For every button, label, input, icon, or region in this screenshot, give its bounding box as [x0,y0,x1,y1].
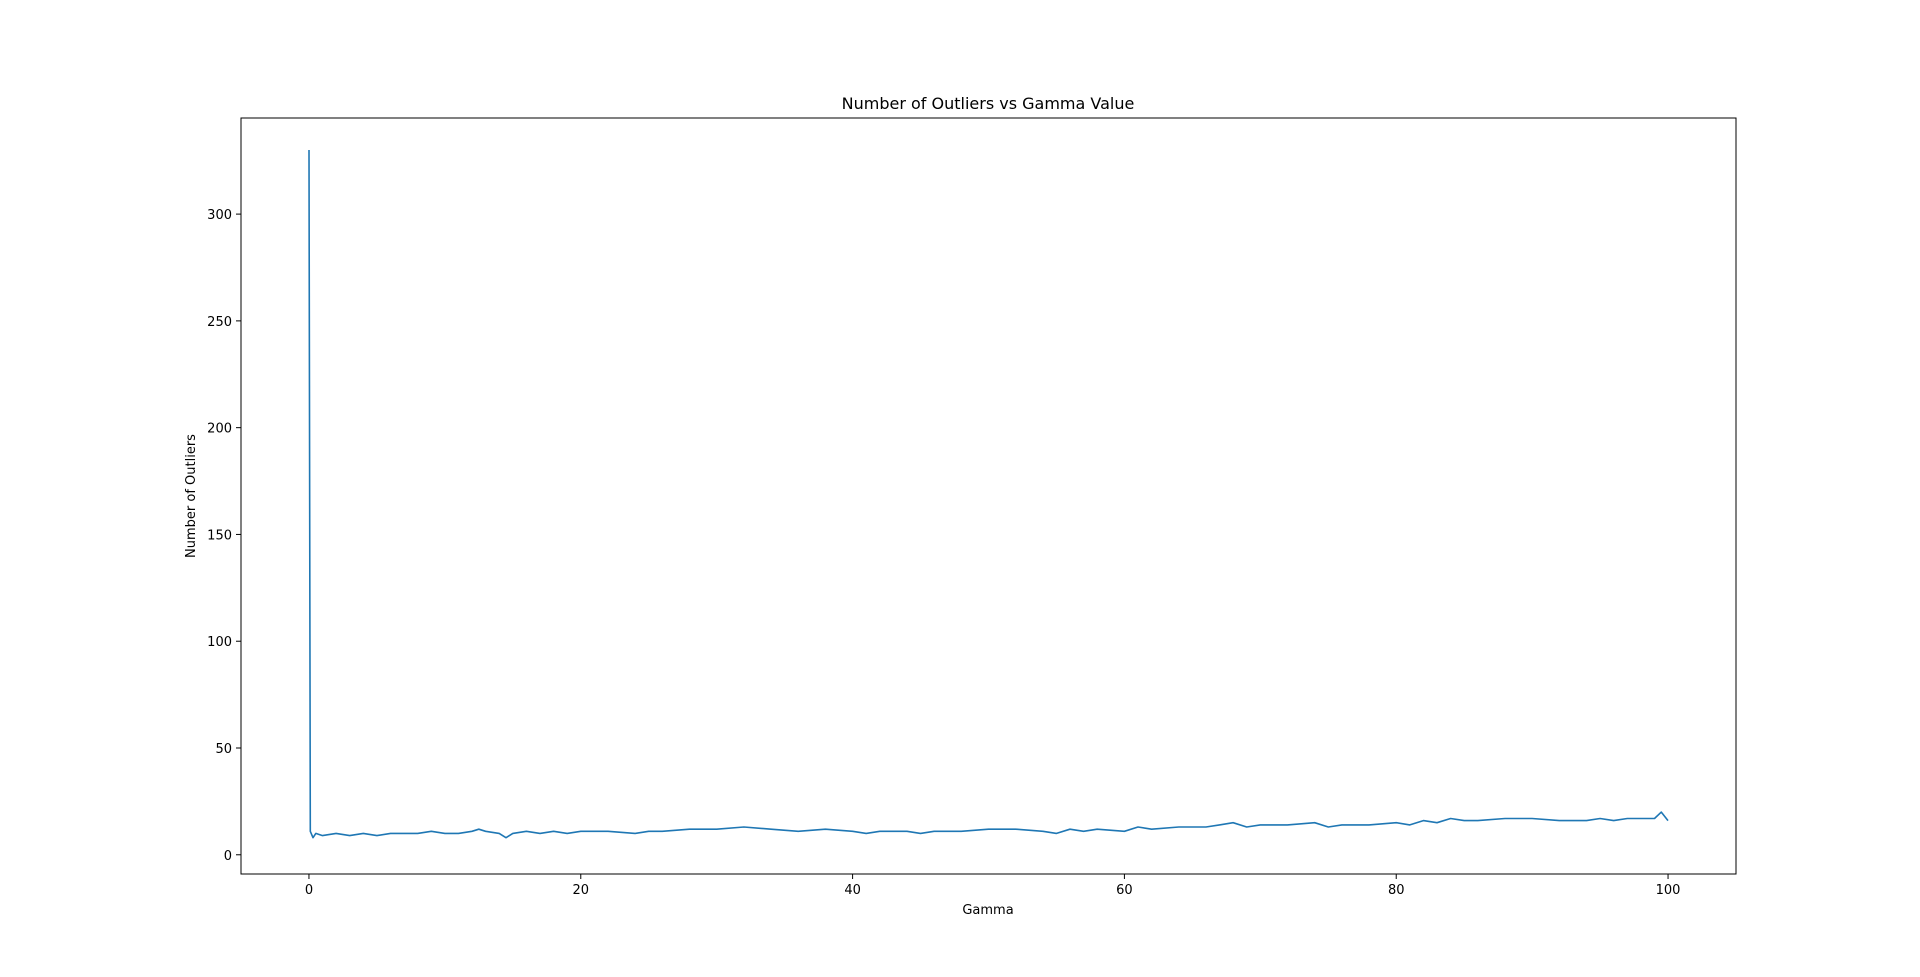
x-tick-label: 0 [305,883,313,898]
axes-frame [240,117,1737,875]
y-tick-label: 50 [215,742,232,757]
x-tick-label: 80 [1388,883,1405,898]
x-tick-label: 20 [572,883,589,898]
x-tick-label: 60 [1116,883,1133,898]
y-tick-label: 250 [207,315,232,330]
y-axis-label: Number of Outliers [184,434,199,558]
series-line-0 [308,149,1669,839]
chart-title: Number of Outliers vs Gamma Value [842,94,1135,113]
y-tick-label: 150 [207,528,232,543]
y-tick-label: 100 [207,635,232,650]
x-axis-label: Gamma [962,903,1013,918]
plot-area: 0 20 40 60 80 100 0 50 100 150 200 250 300 [207,117,1737,898]
y-tick-label: 300 [207,208,232,223]
y-tick-label: 0 [224,849,232,864]
x-tick-label: 40 [844,883,861,898]
y-tick-label: 200 [207,422,232,437]
x-tick-label: 100 [1656,883,1681,898]
